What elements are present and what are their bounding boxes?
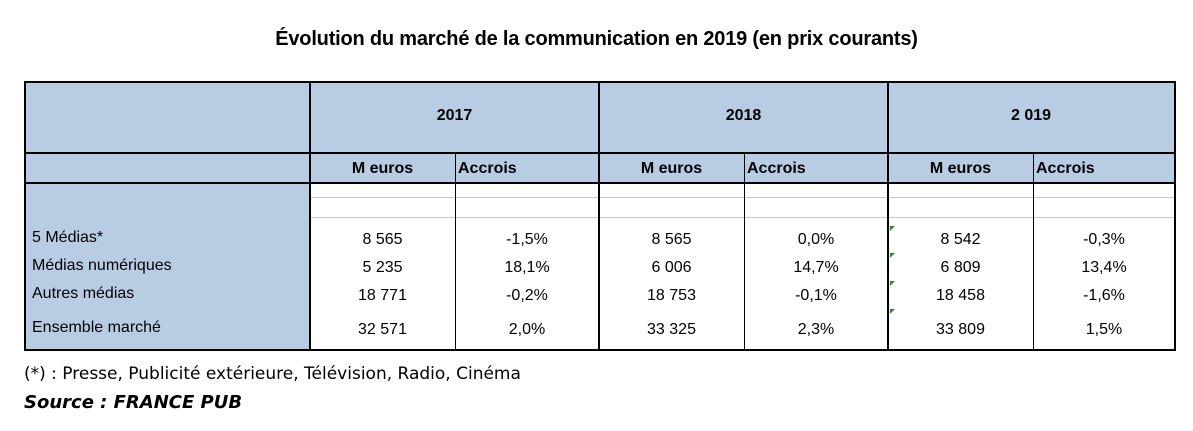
table-cell: 1,5% <box>1085 321 1123 338</box>
cell-warning-flag-icon <box>890 281 895 286</box>
cell-warning-flag-icon <box>890 253 895 258</box>
footnote: (*) : Presse, Publicité extérieure, Télé… <box>24 364 521 384</box>
table-cell: 18 771 <box>358 287 407 304</box>
table-cell: 2,0% <box>508 321 546 338</box>
subheader-meuros-2018: M euros <box>640 160 703 177</box>
year-header-2019: 2 019 <box>1010 107 1052 124</box>
table-cell: 2,3% <box>797 321 835 338</box>
year-header-2018: 2018 <box>725 107 762 124</box>
table-cell: 13,4% <box>1081 259 1127 276</box>
table-cell: -1,5% <box>506 231 548 248</box>
table-cell: 18,1% <box>504 259 550 276</box>
table-cell: 32 571 <box>358 321 407 338</box>
table-cell: -0,2% <box>506 287 548 304</box>
table-cell: 14,7% <box>793 259 839 276</box>
table-cell: 8 565 <box>362 231 403 248</box>
table-cell: -0,1% <box>795 287 837 304</box>
row-label-medias-numeriques: Médias numériques <box>32 257 172 274</box>
source-credit: Source : FRANCE PUB <box>24 392 243 413</box>
cell-warning-flag-icon <box>890 226 895 231</box>
table-cell: 6 006 <box>651 259 692 276</box>
table-cell: 18 753 <box>647 287 696 304</box>
label-column-fill <box>26 183 310 349</box>
divider-2019-inner <box>1033 153 1034 349</box>
gridline-light-1 <box>310 197 1174 198</box>
header-band-sub <box>26 153 1174 183</box>
subheader-accrois-2017: Accrois <box>458 160 517 177</box>
page-title: Évolution du marché de la communication … <box>275 28 918 50</box>
table-cell: 5 235 <box>362 259 403 276</box>
divider-2018-inner <box>744 153 745 349</box>
table-cell: -0,3% <box>1083 231 1125 248</box>
table-cell: 0,0% <box>797 231 835 248</box>
gridline-light-2 <box>310 217 1174 218</box>
market-table: 2017 2018 2 019 M euros Accrois M euros … <box>24 81 1176 351</box>
divider-2018-2019 <box>887 83 889 349</box>
divider-2017-inner <box>455 153 456 349</box>
divider-under-years <box>26 152 1174 154</box>
header-band-top <box>26 83 1174 153</box>
year-header-2017: 2017 <box>436 107 473 124</box>
divider-label-column <box>309 83 311 349</box>
table-cell: 33 809 <box>936 321 985 338</box>
table-cell: 8 542 <box>940 231 981 248</box>
subheader-accrois-2018: Accrois <box>747 160 806 177</box>
table-cell: 6 809 <box>940 259 981 276</box>
row-label-ensemble-marche: Ensemble marché <box>32 319 161 336</box>
divider-under-subheaders <box>26 182 1174 184</box>
cell-warning-flag-icon <box>890 309 895 314</box>
divider-2017-2018 <box>598 83 600 349</box>
table-cell: -1,6% <box>1083 287 1125 304</box>
row-label-5-medias: 5 Médias* <box>32 229 104 246</box>
table-cell: 33 325 <box>647 321 696 338</box>
subheader-meuros-2019: M euros <box>929 160 992 177</box>
subheader-meuros-2017: M euros <box>351 160 414 177</box>
subheader-accrois-2019: Accrois <box>1036 160 1095 177</box>
table-cell: 8 565 <box>651 231 692 248</box>
row-label-autres-medias: Autres médias <box>32 285 135 302</box>
table-cell: 18 458 <box>936 287 985 304</box>
